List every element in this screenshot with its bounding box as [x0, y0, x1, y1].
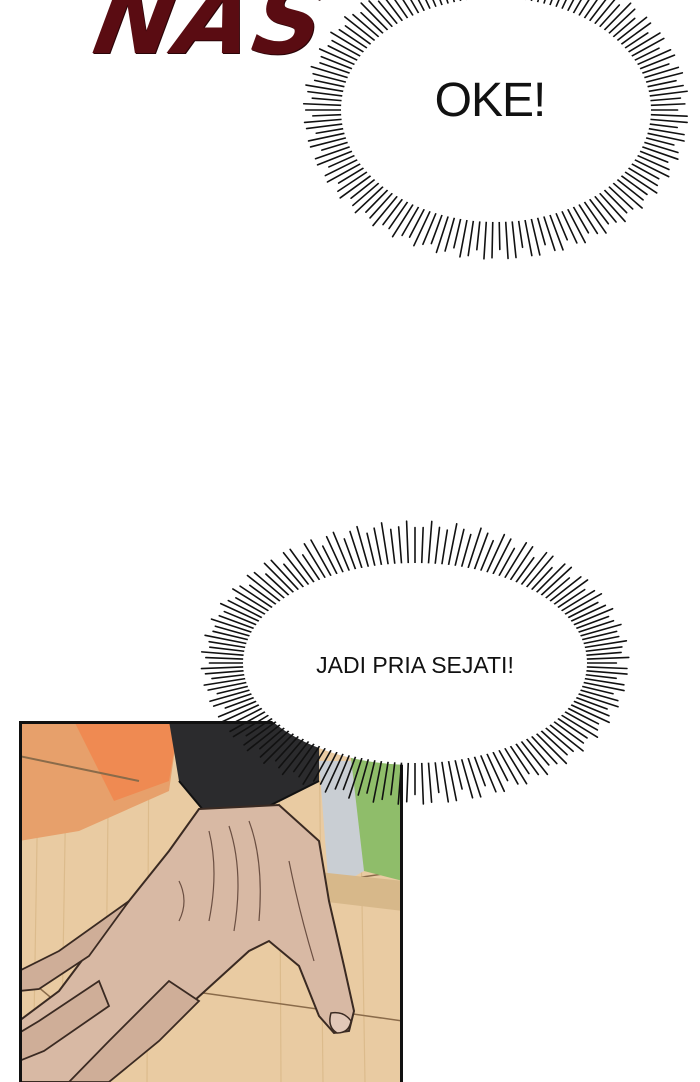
bubble-inner: [243, 563, 587, 763]
bubble-spikes: [302, 0, 688, 260]
speech-bubble-oke: [302, 0, 688, 260]
bubble-spikes: [200, 520, 630, 805]
speech-text-oke: OKE!: [434, 73, 547, 127]
bubble-inner: [341, 0, 651, 222]
speech-text-jadi: JADI PRIA SEJATI!: [316, 651, 514, 678]
